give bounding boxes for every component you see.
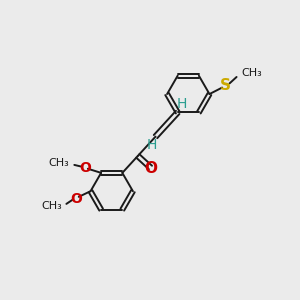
Text: O: O	[79, 160, 91, 175]
Text: O: O	[70, 192, 82, 206]
Text: CH₃: CH₃	[49, 158, 69, 168]
Text: O: O	[144, 161, 158, 176]
Text: CH₃: CH₃	[41, 201, 62, 211]
Text: S: S	[220, 78, 231, 93]
Text: H: H	[176, 97, 187, 111]
Text: CH₃: CH₃	[242, 68, 262, 78]
Text: H: H	[146, 138, 157, 152]
